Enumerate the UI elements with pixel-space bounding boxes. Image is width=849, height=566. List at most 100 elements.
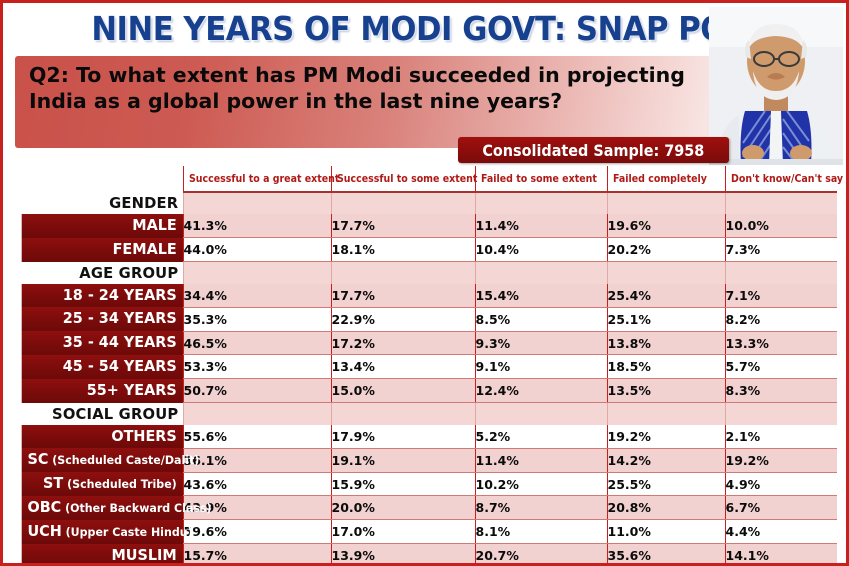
data-cell: 8.1%: [474, 519, 607, 545]
data-cell: 13.8%: [606, 331, 725, 356]
page-title: NINE YEARS OF MODI GOVT: SNAP POLL: [91, 8, 764, 48]
table-row: FEMALE 44.0% 18.1% 10.4% 20.2% 7.3%: [15, 237, 837, 263]
row-label: 18 - 24 YEARS: [21, 283, 183, 308]
data-cell: 6.7%: [724, 495, 837, 521]
data-cell: 25.4%: [606, 283, 725, 308]
column-header-5: Don't know/Can't say anything: [724, 166, 846, 193]
consolidated-sample-label: Consolidated Sample: 7958: [482, 140, 705, 160]
data-cell: 20.8%: [606, 495, 725, 521]
data-cell: 22.9%: [330, 307, 475, 332]
table-row: ST (Scheduled Tribe) 43.6% 15.9% 10.2% 25.5%…: [15, 472, 837, 497]
row-label-cell: MUSLIM: [15, 543, 183, 563]
row-label-sub: (Scheduled Tribe): [63, 477, 177, 492]
section-title: GENDER: [19, 192, 179, 214]
section-spacer-cell: [474, 192, 607, 214]
poster-title-bar: NINE YEARS OF MODI GOVT: SNAP POLL: [3, 5, 846, 51]
data-cell: 34.4%: [182, 283, 331, 308]
table-row: 45 - 54 YEARS 53.3% 13.4% 9.1% 18.5% 5.7%: [15, 354, 837, 380]
data-cell: 10.2%: [474, 472, 607, 497]
table-row: 35 - 44 YEARS 46.5% 17.2% 9.3% 13.8% 13.3%: [15, 331, 837, 356]
data-cell: 19.6%: [606, 214, 725, 239]
data-cell: 8.2%: [724, 307, 837, 332]
row-label-sub: (Upper Caste Hindu): [61, 524, 193, 539]
row-label: MUSLIM: [21, 543, 183, 563]
question-text: Q2: To what extent has PM Modi succeeded…: [29, 63, 685, 114]
row-label-abbr: UCH: [27, 521, 62, 540]
data-cell: 8.7%: [474, 495, 607, 521]
data-cell: 15.0%: [330, 378, 475, 404]
data-cell: 35.6%: [606, 543, 725, 563]
data-cell: 4.9%: [724, 472, 837, 497]
data-cell: 13.5%: [606, 378, 725, 404]
section-spacer-cell: [330, 402, 475, 425]
section-spacer-cell: [724, 192, 837, 214]
row-label: OBC (Other Backward Class): [21, 495, 212, 520]
section-spacer-cell: [182, 192, 331, 214]
data-cell: 17.7%: [330, 283, 475, 308]
row-label-abbr: ST: [43, 474, 64, 493]
section-spacer-cell: [606, 192, 725, 214]
data-cell: 35.3%: [182, 307, 331, 332]
data-cell: 11.0%: [606, 519, 725, 545]
row-label-cell: 18 - 24 YEARS: [15, 283, 183, 308]
data-cell: 10.4%: [474, 237, 607, 263]
row-label: 35 - 44 YEARS: [21, 331, 183, 355]
consolidated-sample-badge: Consolidated Sample: 7958: [458, 137, 729, 163]
row-label: ST (Scheduled Tribe): [21, 472, 183, 496]
row-label-abbr: SC: [27, 450, 49, 469]
table-row: MUSLIM 15.7% 13.9% 20.7% 35.6% 14.1%: [15, 543, 837, 563]
data-cell: 20.7%: [474, 543, 607, 563]
question-banner: Q2: To what extent has PM Modi succeeded…: [15, 56, 833, 148]
column-header-4: Failed completely: [606, 166, 725, 193]
data-cell: 5.7%: [724, 354, 837, 380]
data-cell: 43.9%: [182, 495, 331, 521]
data-cell: 13.4%: [330, 354, 475, 380]
data-cell: 8.5%: [474, 307, 607, 332]
section-spacer-cell: [606, 402, 725, 425]
data-cell: 7.3%: [724, 237, 837, 263]
data-cell: 14.1%: [724, 543, 837, 563]
data-cell: 25.1%: [606, 307, 725, 332]
data-cell: 44.0%: [182, 237, 331, 263]
section-spacer-cell: [330, 261, 475, 284]
table-row: 18 - 24 YEARS 34.4% 17.7% 15.4% 25.4% 7.1%: [15, 283, 837, 308]
table-row: OBC (Other Backward Class) 43.9% 20.0% 8.7%…: [15, 495, 837, 521]
section-spacer-cell: [182, 402, 331, 425]
data-cell: 17.2%: [330, 331, 475, 356]
table-row: OTHERS 55.6% 17.9% 5.2% 19.2% 2.1%: [15, 424, 837, 449]
data-cell: 59.6%: [182, 519, 331, 545]
pm-modi-portrait-illustration: [709, 7, 843, 165]
table-row: 25 - 34 YEARS 35.3% 22.9% 8.5% 25.1% 8.2%: [15, 307, 837, 332]
column-header-2: Successful to some extent: [330, 166, 477, 193]
row-label: MALE: [21, 214, 183, 238]
table-row: SC (Scheduled Caste/Dalit) 36.1% 19.1% 11.4…: [15, 448, 837, 473]
table-body: Successful to a great extent Successful …: [15, 166, 846, 563]
data-cell: 19.2%: [724, 448, 837, 473]
data-cell: 15.9%: [330, 472, 475, 497]
section-header-row: GENDER: [15, 192, 837, 214]
row-label: 45 - 54 YEARS: [21, 354, 183, 379]
row-label-cell: FEMALE: [15, 237, 183, 262]
section-title: SOCIAL GROUP: [19, 402, 179, 425]
data-cell: 14.2%: [606, 448, 725, 473]
data-cell: 17.9%: [330, 424, 475, 449]
data-cell: 43.6%: [182, 472, 331, 497]
data-cell: 20.0%: [330, 495, 475, 521]
data-cell: 17.7%: [330, 214, 475, 239]
data-cell: 12.4%: [474, 378, 607, 404]
data-cell: 10.0%: [724, 214, 837, 239]
section-spacer-cell: [474, 402, 607, 425]
row-label-cell: 35 - 44 YEARS: [15, 331, 183, 355]
data-cell: 4.4%: [724, 519, 837, 545]
data-cell: 7.1%: [724, 283, 837, 308]
row-label: FEMALE: [21, 237, 183, 262]
section-spacer-cell: [330, 192, 475, 214]
row-label: SC (Scheduled Caste/Dalit): [21, 448, 199, 473]
row-label-cell: 25 - 34 YEARS: [15, 307, 183, 332]
data-cell: 19.2%: [606, 424, 725, 449]
table-header-row: Successful to a great extent Successful …: [15, 166, 846, 193]
data-cell: 13.9%: [330, 543, 475, 563]
row-label-cell: UCH (Upper Caste Hindu): [15, 519, 193, 544]
row-label-abbr: OBC: [27, 497, 62, 516]
